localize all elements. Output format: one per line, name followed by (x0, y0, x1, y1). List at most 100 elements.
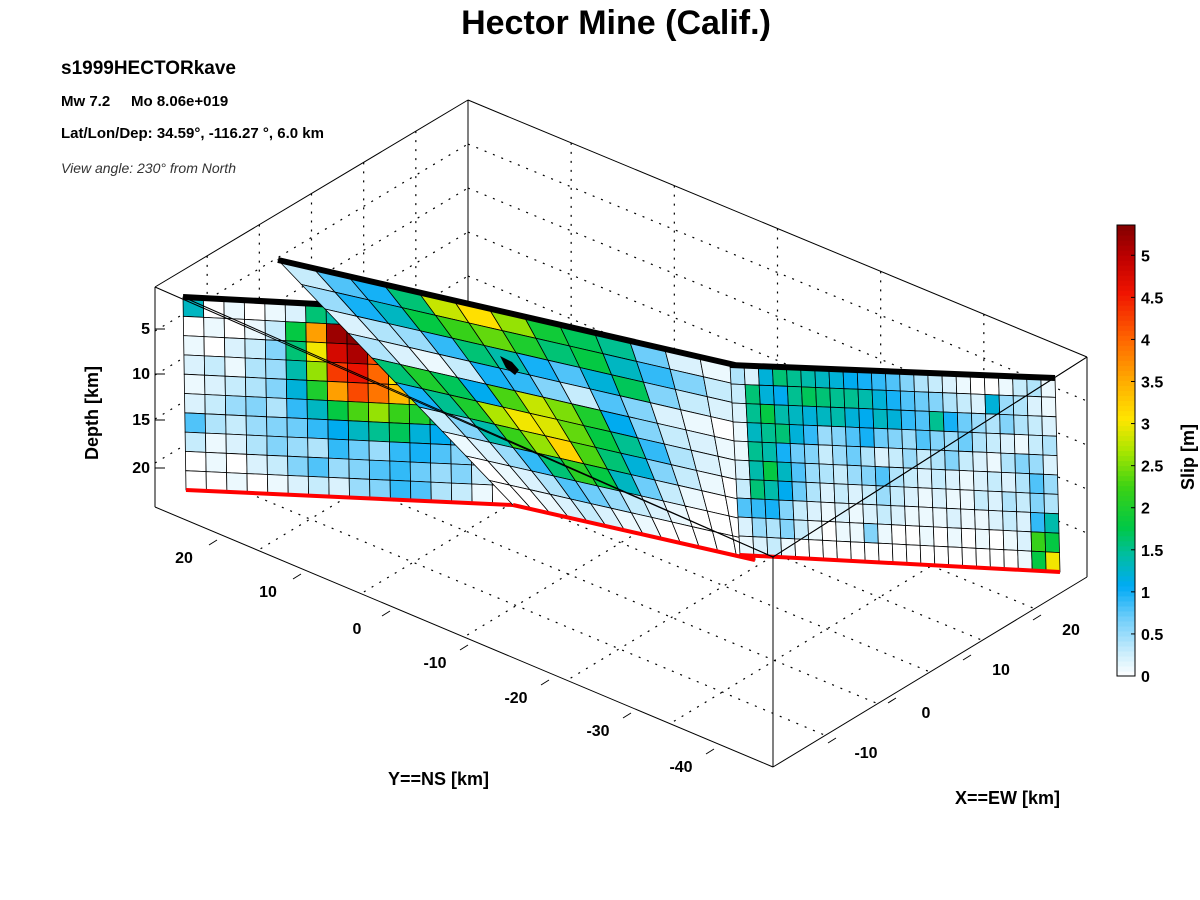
colorbar-band (1117, 440, 1135, 447)
ew-axis-ticks: 20 10 0 -10 (827, 614, 1080, 762)
slip-cell (183, 335, 205, 357)
slip-cell (265, 358, 287, 380)
ns-tick-label: -10 (423, 655, 446, 672)
slip-cell (409, 442, 432, 464)
colorbar-band (1117, 350, 1135, 356)
colorbar-band (1117, 520, 1135, 527)
colorbar-band (1117, 355, 1135, 361)
slip-cell (286, 398, 308, 420)
slip-cell (876, 504, 892, 526)
slip-cell (327, 438, 350, 460)
ns-tick-label: 0 (353, 621, 362, 638)
slip-cell (766, 536, 783, 558)
slip-cell (1030, 511, 1046, 533)
slip-cell (958, 450, 974, 472)
slip-cell (845, 426, 861, 448)
fault-bottom-edge (739, 553, 1061, 574)
slip-cell (844, 407, 861, 429)
colorbar-tick-label: 3.5 (1141, 375, 1163, 392)
box-diagonal (772, 356, 1088, 558)
slip-cell (972, 451, 988, 473)
colorbar-band (1117, 600, 1135, 607)
slip-cell (933, 545, 950, 567)
slip-cell (858, 407, 875, 429)
slip-cell (900, 409, 917, 431)
slip-cell (182, 315, 205, 338)
slip-cell (862, 503, 879, 525)
colorbar-tick-label: 2 (1141, 501, 1150, 518)
colorbar-label: Slip [m] (1178, 424, 1198, 490)
colorbar-band (1117, 360, 1135, 366)
colorbar-band (1117, 315, 1135, 321)
slip-cell (369, 478, 391, 500)
slip-cell (184, 431, 207, 453)
ns-tick-mark (381, 610, 391, 617)
slip-cell (346, 362, 369, 384)
slip-cell (889, 485, 906, 507)
colorbar-band (1117, 615, 1135, 622)
slip-cell (225, 414, 247, 436)
colorbar-band (1117, 540, 1135, 547)
slip-cell (873, 446, 890, 468)
slip-cell (224, 375, 247, 397)
slip-cell (326, 342, 348, 364)
colorbar-band (1117, 655, 1135, 662)
ew-axis-label: X==EW [km] (955, 788, 1060, 808)
colorbar-band (1117, 525, 1135, 532)
colorbar-band (1117, 490, 1135, 497)
slip-cell (788, 424, 805, 445)
slip-cell (226, 472, 248, 494)
colorbar-band (1117, 485, 1135, 492)
slip-cell (890, 505, 906, 526)
slip-cell (984, 394, 1001, 415)
slip-cell (758, 384, 775, 406)
slip-cell (203, 355, 226, 377)
slip-cell (244, 338, 267, 360)
slip-cell (931, 487, 948, 509)
colorbar-band (1117, 565, 1135, 572)
slip-cell (903, 486, 920, 508)
fault-bottom-edge (185, 488, 514, 507)
slip-cell (815, 387, 832, 408)
slip-cell (735, 478, 752, 500)
slip-cell (905, 544, 922, 566)
colorbar-band (1117, 460, 1135, 467)
colorbar-band (1117, 630, 1135, 637)
slip-cell (265, 397, 288, 419)
slip-cell (1031, 550, 1047, 572)
slip-cell (974, 509, 990, 531)
colorbar-band (1117, 450, 1135, 457)
slip-cell (184, 393, 206, 415)
slip-cell (430, 462, 452, 484)
colorbar-band (1117, 465, 1135, 472)
colorbar-band (1117, 260, 1135, 266)
slip-cell (1002, 510, 1018, 532)
box-diagonal (182, 296, 774, 558)
slip-cell (1017, 549, 1033, 571)
slip-cell (988, 529, 1005, 551)
ns-tick-mark (540, 679, 550, 686)
slip-cell (793, 519, 810, 541)
slip-cell (266, 454, 289, 476)
slip-cell (327, 419, 350, 441)
slip-cell (970, 393, 987, 415)
colorbar-band (1117, 250, 1135, 256)
colorbar-band (1117, 235, 1135, 241)
slip-cell (203, 336, 226, 358)
slip-cell (203, 316, 225, 339)
colorbar-tick-label: 5 (1141, 248, 1150, 265)
slip-cell (765, 517, 782, 539)
hypocenter-marker (500, 356, 519, 375)
slip-cell (368, 459, 391, 481)
slip-cell (888, 466, 905, 488)
slip-cell (285, 359, 308, 381)
ew-tick-label: -10 (854, 745, 877, 762)
colorbar-band (1117, 475, 1135, 482)
slip-cell (1012, 395, 1029, 417)
slip-cell (244, 357, 267, 379)
location-line: Lat/Lon/Dep: 34.59°, -116.27 °, 6.0 km (61, 125, 324, 142)
slip-cell (863, 522, 879, 544)
colorbar-band (1117, 340, 1135, 346)
colorbar-band (1117, 365, 1135, 371)
slip-cell (367, 402, 390, 424)
